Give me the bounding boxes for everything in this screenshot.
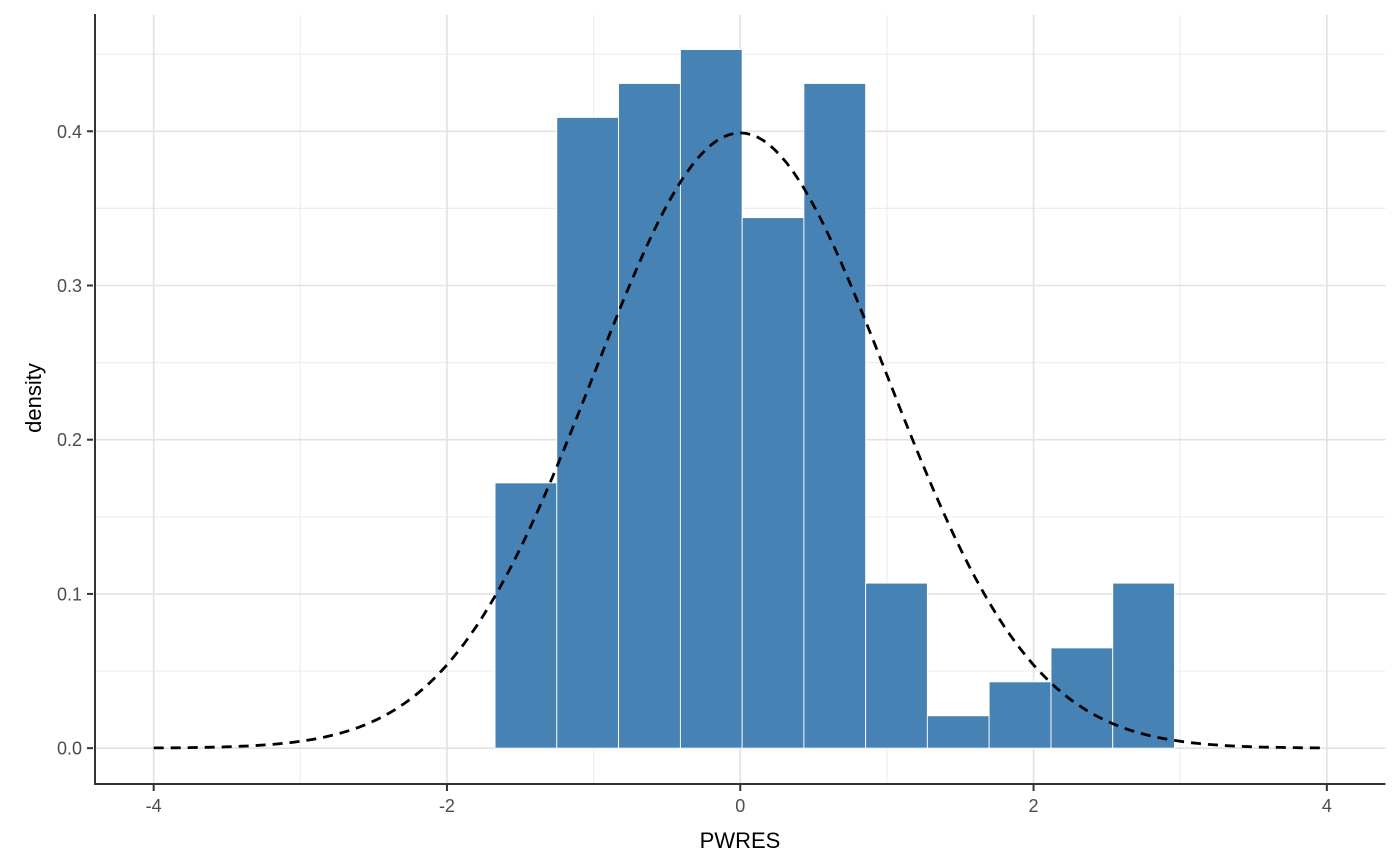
axis-lines [94,14,1386,785]
histogram-bar [926,715,990,749]
x-tick-label: -4 [146,796,162,816]
histogram-bar [865,582,928,749]
y-tick-label: 0.3 [57,276,82,296]
x-tick-label: 0 [735,796,745,816]
histogram-bar [741,217,805,749]
histogram-bars [494,49,1175,749]
y-tick-label: 0.4 [57,122,82,142]
histogram-bar [1112,582,1175,749]
x-tick-label: -2 [439,796,455,816]
x-tick-label: 4 [1322,796,1332,816]
y-tick-label: 0.1 [57,584,82,604]
y-axis-title: density [21,363,46,433]
histogram-bar [988,681,1052,749]
x-axis-title: PWRES [700,828,781,853]
histogram-bar [618,83,681,749]
histogram-bar [494,482,558,749]
axis-ticks [87,130,1328,791]
histogram-bar [679,49,743,749]
density-curve-group [153,131,1327,750]
y-tick-label: 0.2 [57,430,82,450]
density-curve [153,131,1327,750]
histogram-bar [556,116,619,749]
y-tick-label: 0.0 [57,739,82,759]
histogram-bar [1050,647,1114,749]
x-tick-label: 2 [1029,796,1039,816]
axis-tick-labels: -4 -2 0 2 4 0.0 0.1 0.2 0.3 0.4 [57,122,1332,816]
histogram-bar [803,83,867,749]
